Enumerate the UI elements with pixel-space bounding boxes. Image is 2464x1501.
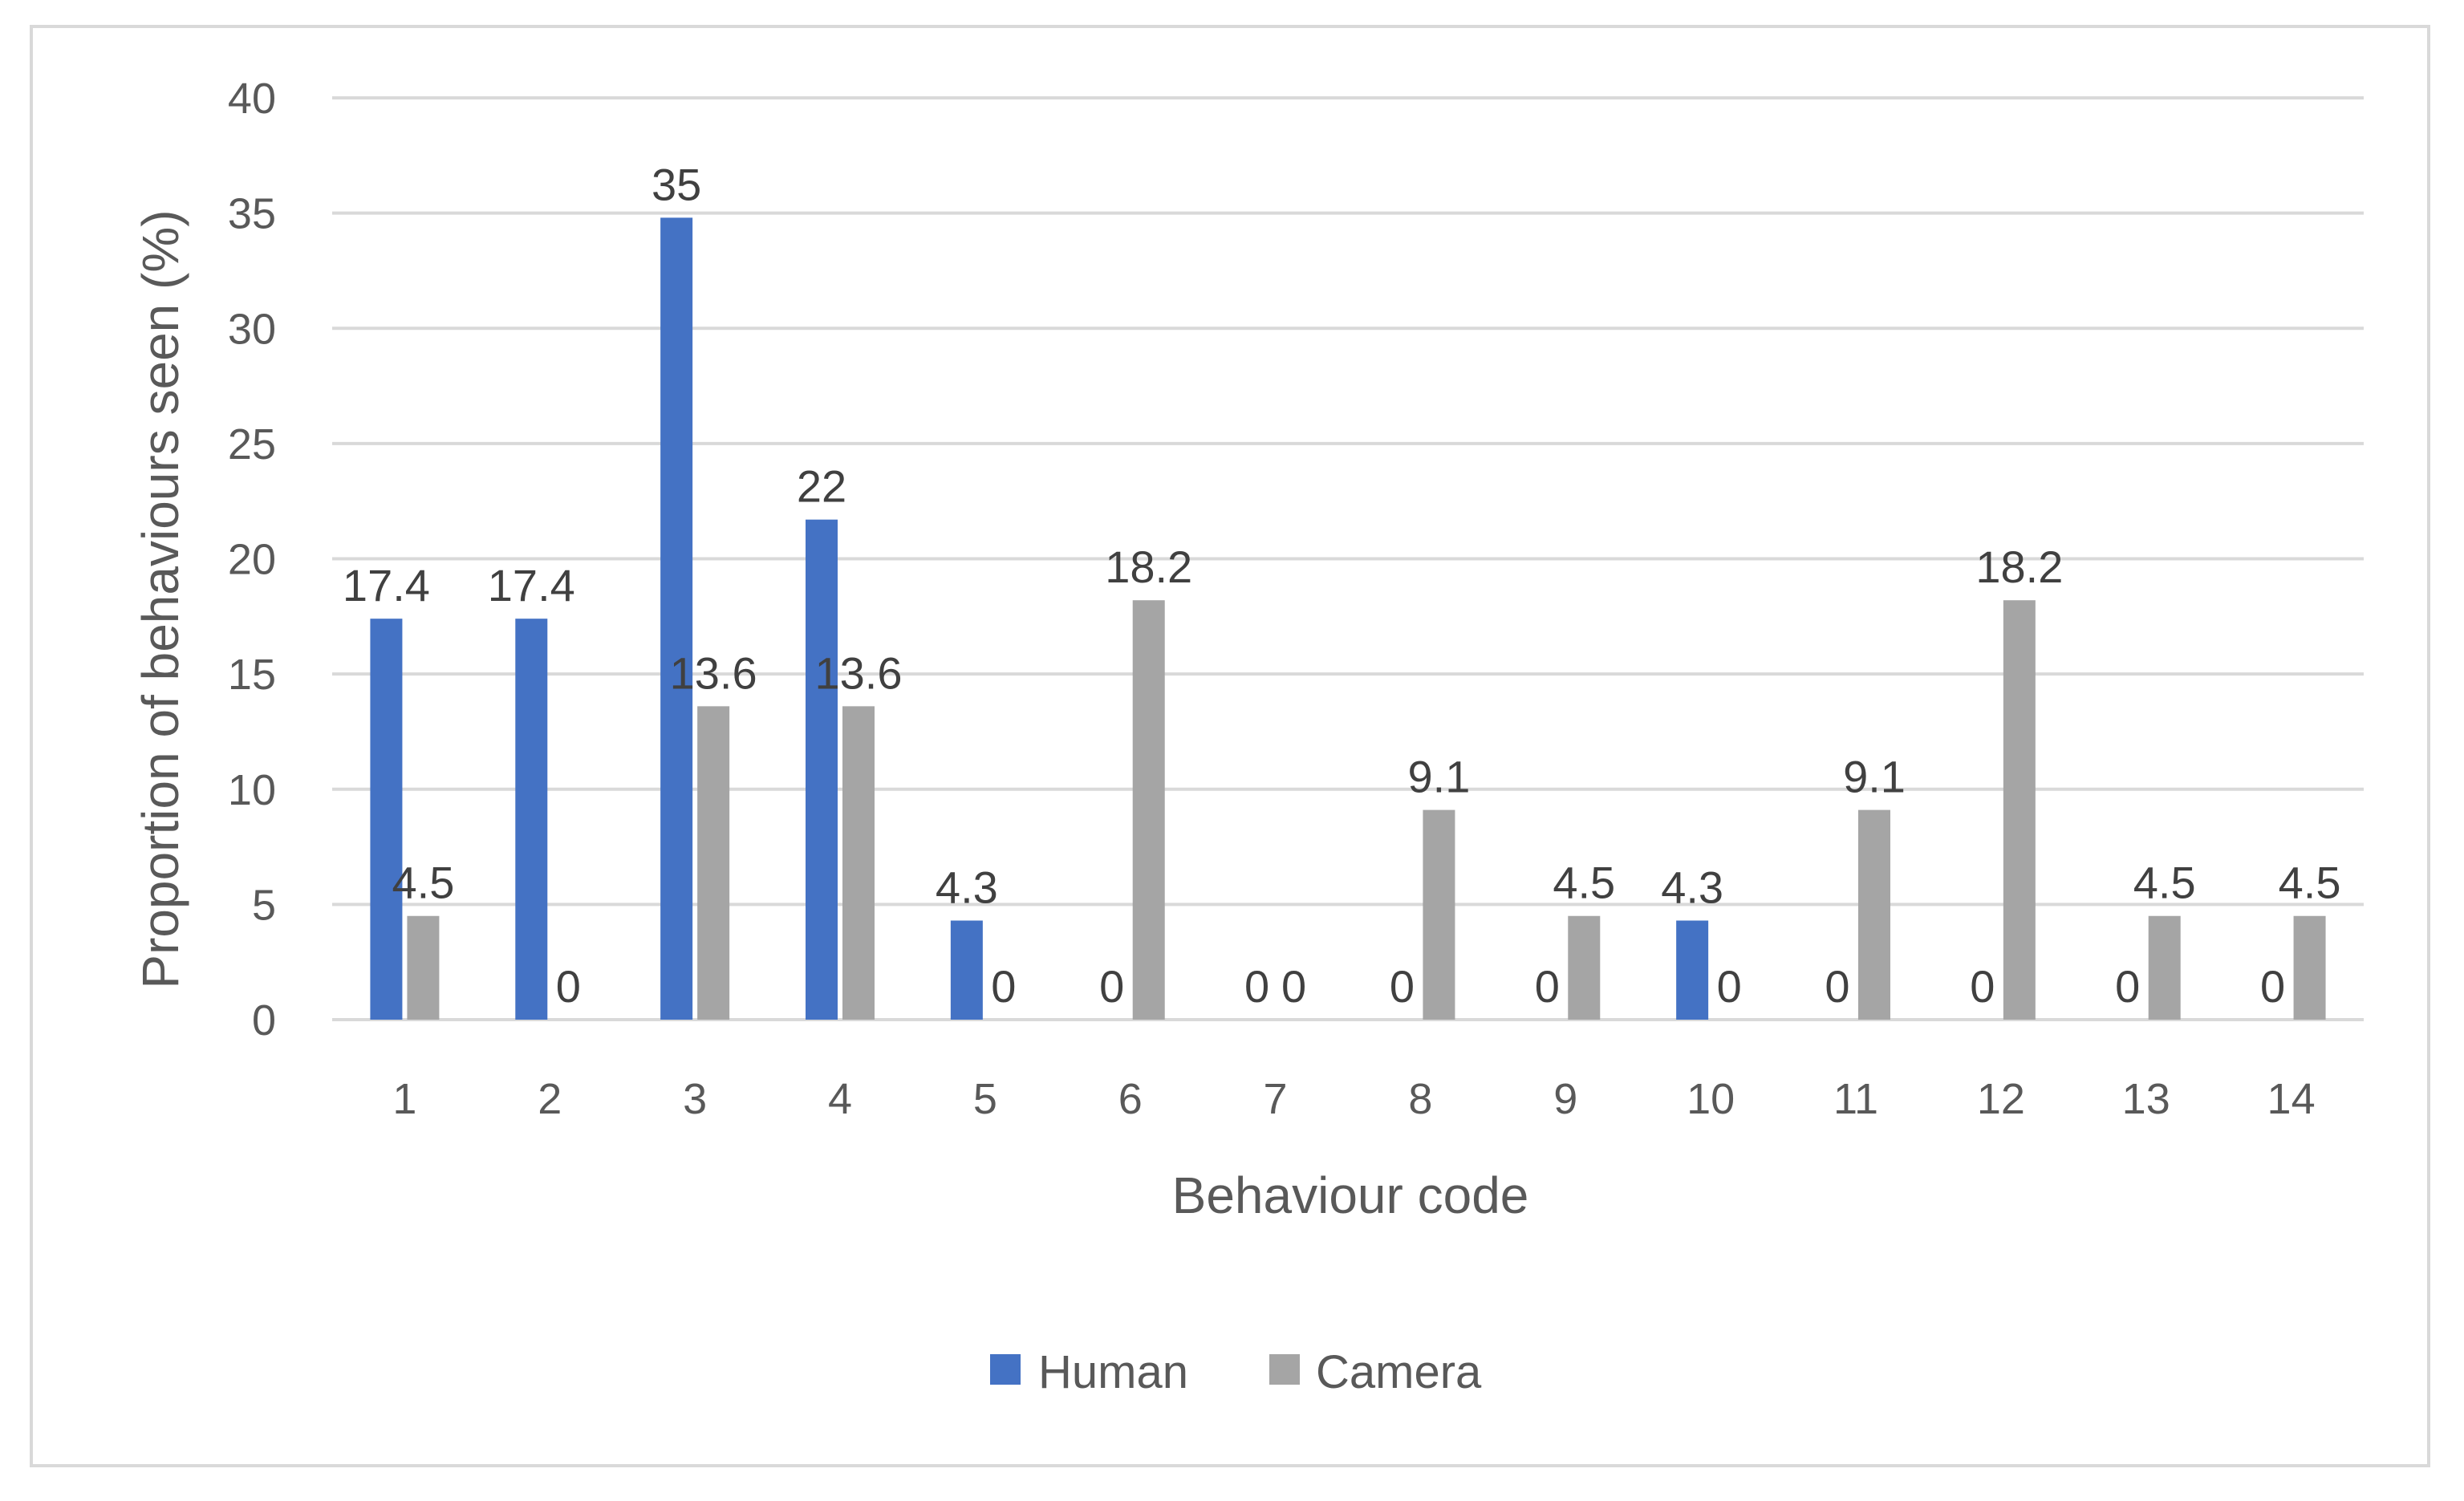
y-axis-title: Proportion of behaviours seen (%) [132,209,189,988]
data-label-human-4: 22 [797,461,846,512]
y-axis-ticks: 0 5 10 15 20 25 30 35 40 [228,75,276,1045]
data-label-human-7: 0 [1244,961,1269,1012]
bar-human-5 [950,920,983,1020]
x-tick-label: 2 [538,1075,562,1123]
data-label-human-8: 0 [1390,961,1415,1012]
data-label-human-12: 0 [1970,961,1995,1012]
data-label-camera-13: 4.5 [2133,858,2196,908]
bar-human-2 [515,619,548,1020]
legend-label-camera: Camera [1316,1346,1482,1398]
bars [370,217,2326,1020]
y-tick-label: 25 [228,420,276,469]
y-tick-label: 15 [228,651,276,699]
bar-camera-6 [1132,600,1165,1020]
y-tick-label: 5 [252,881,276,929]
bar-human-10 [1676,920,1709,1020]
data-label-human-9: 0 [1535,961,1560,1012]
data-label-camera-9: 4.5 [1553,858,1615,908]
y-tick-label: 20 [228,536,276,584]
data-label-human-3: 35 [652,159,701,209]
x-tick-label: 14 [2267,1075,2316,1123]
data-label-camera-2: 0 [556,961,581,1012]
x-tick-label: 1 [392,1075,416,1123]
data-label-human-13: 0 [2115,961,2140,1012]
bar-camera-13 [2148,915,2181,1020]
y-tick-label: 30 [228,305,276,353]
x-tick-label: 10 [1687,1075,1735,1123]
x-tick-label: 9 [1553,1075,1577,1123]
bar-human-3 [660,217,693,1020]
y-tick-label: 10 [228,766,276,814]
data-label-human-14: 0 [2260,961,2285,1012]
data-label-camera-10: 0 [1717,961,1742,1012]
data-label-camera-8: 9.1 [1407,752,1470,802]
y-tick-label: 0 [252,996,276,1045]
data-label-human-1: 17.4 [343,560,430,611]
y-tick-label: 35 [228,190,276,238]
data-label-camera-3: 13.6 [670,647,757,698]
bar-human-4 [806,519,838,1020]
x-tick-label: 7 [1264,1075,1288,1123]
x-tick-label: 4 [828,1075,852,1123]
x-tick-label: 11 [1833,1075,1878,1123]
x-tick-label: 13 [2122,1075,2170,1123]
bar-camera-14 [2293,915,2326,1020]
y-tick-label: 40 [228,75,276,123]
data-label-camera-7: 0 [1281,961,1306,1012]
bar-camera-9 [1568,915,1601,1020]
data-label-camera-12: 18.2 [1975,542,2063,592]
x-tick-label: 5 [973,1075,997,1123]
data-label-camera-4: 13.6 [815,647,903,698]
data-label-human-10: 4.3 [1661,862,1723,912]
data-label-camera-14: 4.5 [2279,858,2341,908]
x-axis-ticks: 1 2 3 4 5 6 7 8 9 10 11 12 13 14 [392,1075,2315,1123]
legend-swatch-human [990,1354,1021,1385]
data-label-camera-1: 4.5 [392,858,454,908]
legend-label-human: Human [1038,1346,1188,1398]
data-label-human-11: 0 [1825,961,1849,1012]
data-label-camera-5: 0 [991,961,1016,1012]
bar-camera-8 [1423,809,1455,1020]
data-label-human-5: 4.3 [936,862,998,912]
x-tick-label: 12 [1977,1075,2025,1123]
data-label-human-6: 0 [1099,961,1124,1012]
x-tick-label: 3 [683,1075,707,1123]
data-label-camera-11: 9.1 [1843,752,1906,802]
bar-human-1 [370,619,403,1020]
bar-camera-12 [2003,600,2036,1020]
legend-swatch-camera [1269,1354,1300,1385]
x-axis-title: Behaviour code [1172,1166,1529,1224]
legend: Human Camera [990,1346,1482,1398]
data-label-human-2: 17.4 [488,560,575,611]
x-tick-label: 6 [1118,1075,1143,1123]
data-label-camera-6: 18.2 [1105,542,1192,592]
x-tick-label: 8 [1408,1075,1432,1123]
bar-camera-11 [1858,809,1890,1020]
bar-camera-3 [697,706,730,1020]
bar-camera-1 [407,915,440,1020]
bar-camera-4 [842,706,875,1020]
